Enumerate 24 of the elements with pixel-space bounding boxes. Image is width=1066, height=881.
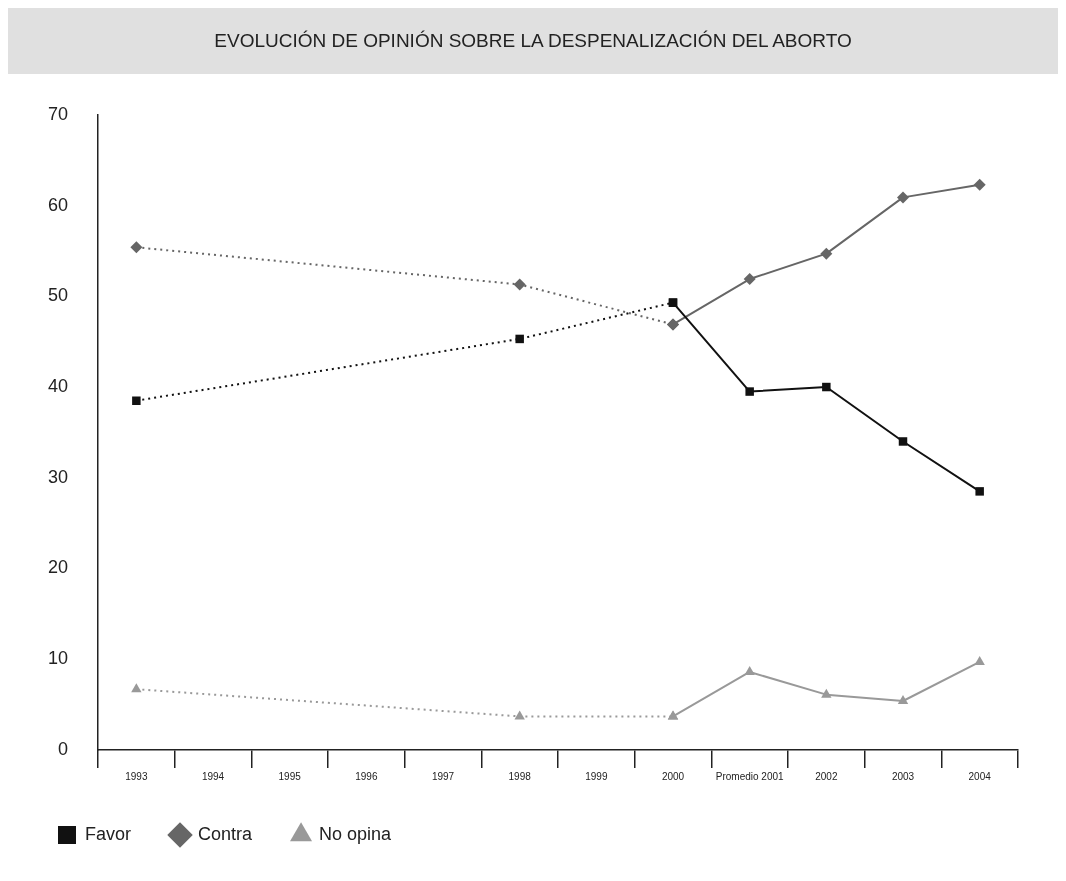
y-tick-label: 10: [47, 648, 69, 669]
x-tick-label: 1995: [278, 770, 302, 782]
y-tick-label: 40: [47, 376, 69, 396]
x-tick-label: 1999: [585, 770, 608, 782]
x-tick-label: 1993: [125, 770, 148, 782]
y-tick-label: 50: [47, 285, 69, 306]
x-tick-label: 2004: [968, 770, 992, 782]
legend-label: No opina: [319, 823, 393, 844]
legend-label: Contra: [198, 823, 254, 844]
x-tick-label: 1998: [508, 770, 532, 782]
x-tick-label: Promedio 2001: [715, 770, 785, 782]
x-tick-label: 2000: [661, 770, 685, 782]
legend-label: Favor: [85, 823, 132, 844]
x-tick-label: 2002: [815, 770, 838, 782]
x-tick-label: 2003: [891, 770, 915, 782]
y-tick-label: 70: [47, 103, 69, 124]
y-tick-label: 20: [47, 557, 69, 578]
x-tick-label: 1997: [431, 770, 455, 782]
y-tick-label: 60: [47, 194, 69, 215]
y-tick-label: 0: [58, 738, 69, 759]
x-tick-label: 1996: [355, 770, 378, 782]
x-tick-label: 1994: [201, 770, 225, 782]
chart-title: EVOLUCIÓN DE OPINIÓN SOBRE LA DESPENALIZACIÓN DEL ABORTO: [8, 8, 1058, 74]
y-tick-label: 30: [47, 466, 69, 487]
